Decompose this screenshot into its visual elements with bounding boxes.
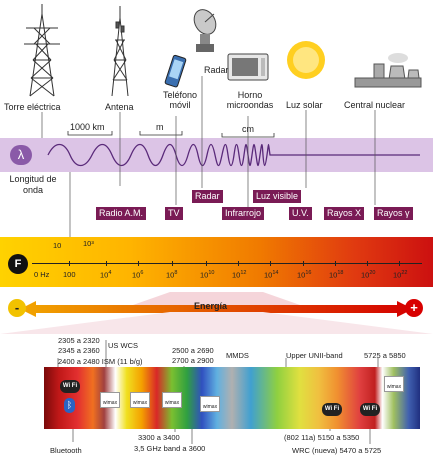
range-wrc: WRC (nueva) 5470 a 5725 xyxy=(292,446,382,455)
nuclear-plant-icon xyxy=(354,53,422,88)
bluetooth-icon: ᛒ xyxy=(64,398,75,413)
unii-range: 5725 a 5850 xyxy=(364,351,406,360)
energy-minus: - xyxy=(8,299,26,317)
frequency-axis xyxy=(32,263,422,264)
antenna-icon xyxy=(111,6,129,97)
frequency-tick-label: 100 xyxy=(63,270,76,279)
unii-label: Upper UNII-band xyxy=(286,351,343,360)
frequency-tick-label: 1018 xyxy=(329,270,344,280)
mmds-b: 2700 a 2900 xyxy=(172,356,214,365)
tag-rayos-x: Rayos X xyxy=(324,207,365,220)
wifi-icon: Wi Fi xyxy=(60,380,80,393)
frequency-tick-mark xyxy=(206,261,207,266)
energy-arrow xyxy=(20,292,413,317)
tag-radio-am: Radio A.M. xyxy=(96,207,147,220)
us-wcs-a: 2305 a 2320 xyxy=(58,336,100,345)
wimax-icon: wimax xyxy=(162,392,182,408)
tag-luz-visible: Luz visible xyxy=(253,190,302,203)
mmds-label: MMDS xyxy=(226,351,249,360)
energy-plus: + xyxy=(405,299,423,317)
label-mobile-phone: Teléfono móvil xyxy=(162,90,198,110)
frequency-bar xyxy=(0,237,433,287)
frequency-symbol: F xyxy=(8,254,28,274)
wifi-icon: Wi Fi xyxy=(322,403,342,416)
electric-tower-icon xyxy=(24,4,60,97)
frequency-tick-label: 104 xyxy=(100,270,112,280)
upper-tick-1000: 10³ xyxy=(83,239,94,248)
label-electric-tower: Torre eléctrica xyxy=(4,102,61,112)
ism-label: 2400 a 2480 ISM (11 b/g) xyxy=(58,357,143,366)
frequency-tick-mark xyxy=(238,261,239,266)
tag-tv: TV xyxy=(165,207,183,220)
frequency-tick-mark xyxy=(303,261,304,266)
frequency-tick-label: 1016 xyxy=(297,270,312,280)
wavelength-wave xyxy=(47,143,420,167)
frequency-tick-mark xyxy=(270,261,271,266)
frequency-tick-label: 1020 xyxy=(361,270,376,280)
range-802-11a: (802 11a) 5150 a 5350 xyxy=(284,433,360,442)
label-radar: Radar xyxy=(204,65,229,75)
wifi-icon: Wi Fi xyxy=(360,403,380,416)
wimax-icon: wimax xyxy=(384,376,404,392)
tag-infrarrojo: Infrarrojo xyxy=(222,207,265,220)
frequency-tick-label: 1012 xyxy=(232,270,247,280)
frequency-tick-mark xyxy=(335,261,336,266)
frequency-tick-label: 106 xyxy=(132,270,144,280)
tag-radar: Radar xyxy=(192,190,223,203)
sun-icon xyxy=(287,41,325,79)
energy-label: Energía xyxy=(194,301,228,311)
label-microwave: Horno microondas xyxy=(226,90,274,110)
microwave-icon xyxy=(227,53,269,81)
scale-m: m xyxy=(156,122,164,132)
freq-zero: 0 Hz xyxy=(34,270,50,279)
frequency-tick-mark xyxy=(399,261,400,266)
radar-dish-icon xyxy=(193,9,217,52)
frequency-tick-label: 108 xyxy=(166,270,178,280)
range-3-5ghz: 3,5 GHz band a 3600 xyxy=(134,444,206,453)
upper-tick-10: 10 xyxy=(53,241,62,250)
label-antenna: Antena xyxy=(105,102,134,112)
label-nuclear-plant: Central nuclear xyxy=(344,100,406,110)
frequency-tick-mark xyxy=(172,261,173,266)
lambda-symbol: λ xyxy=(10,145,32,165)
frequency-tick-label: 1022 xyxy=(393,270,408,280)
us-wcs-label: US WCS xyxy=(108,341,138,350)
range-3300: 3300 a 3400 xyxy=(138,433,180,442)
wavelength-label: Longitud de onda xyxy=(9,174,57,195)
detail-leaders xyxy=(57,340,379,444)
wimax-icon: wimax xyxy=(200,396,220,412)
scale-cm: cm xyxy=(242,124,254,134)
frequency-tick-mark xyxy=(367,261,368,266)
mmds-a: 2500 a 2690 xyxy=(172,346,214,355)
label-sun: Luz solar xyxy=(286,100,323,110)
wimax-icon: wimax xyxy=(130,392,150,408)
scale-1000km: 1000 km xyxy=(70,122,105,132)
frequency-tick-mark xyxy=(106,261,107,266)
mobile-phone-icon xyxy=(164,54,187,88)
frequency-tick-mark xyxy=(69,261,70,266)
bluetooth-label: Bluetooth xyxy=(50,446,82,455)
zoom-fan xyxy=(0,312,433,334)
wimax-icon: wimax xyxy=(100,392,120,408)
frequency-tick-mark xyxy=(138,261,139,266)
source-icons xyxy=(24,4,422,97)
tag-rayos-gamma: Rayos γ xyxy=(374,207,413,220)
tag-uv: U.V. xyxy=(289,207,312,220)
us-wcs-b: 2345 a 2360 xyxy=(58,346,100,355)
frequency-tick-label: 1010 xyxy=(200,270,215,280)
frequency-tick-label: 1014 xyxy=(264,270,279,280)
